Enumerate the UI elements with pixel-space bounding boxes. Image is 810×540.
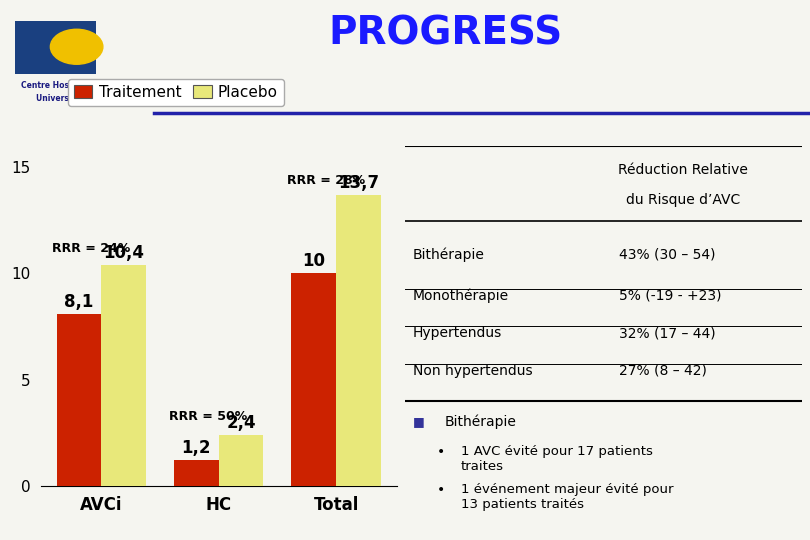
- Bar: [219, 435, 263, 486]
- Text: Centre Hospitalier Régional: Centre Hospitalier Régional: [21, 81, 141, 90]
- Text: Hypertendus: Hypertendus: [413, 326, 502, 340]
- Text: PROGRESS: PROGRESS: [328, 14, 563, 52]
- Bar: [101, 265, 146, 486]
- Text: 13,7: 13,7: [338, 173, 379, 192]
- Text: 10: 10: [302, 252, 326, 270]
- Text: 43% (30 – 54): 43% (30 – 54): [620, 248, 716, 262]
- Text: 1 AVC évité pour 17 patients
traites: 1 AVC évité pour 17 patients traites: [461, 445, 652, 473]
- Bar: [57, 314, 101, 486]
- Text: du Risque d’AVC: du Risque d’AVC: [625, 193, 740, 207]
- Text: RRR = 50%: RRR = 50%: [169, 410, 248, 423]
- Text: RRR = 28%: RRR = 28%: [287, 174, 365, 187]
- Text: Bithérapie: Bithérapie: [445, 415, 517, 429]
- Text: 8,1: 8,1: [64, 293, 94, 310]
- Text: 27% (8 – 42): 27% (8 – 42): [620, 363, 707, 377]
- Text: •: •: [437, 445, 445, 459]
- Text: Bithérapie: Bithérapie: [413, 248, 485, 262]
- FancyBboxPatch shape: [15, 21, 96, 74]
- Circle shape: [50, 29, 103, 64]
- Text: Universitaire de Lille: Universitaire de Lille: [36, 94, 126, 103]
- Bar: [174, 461, 219, 486]
- Text: Non hypertendus: Non hypertendus: [413, 363, 532, 377]
- Text: 10,4: 10,4: [103, 244, 144, 262]
- Text: 5% (-19 - +23): 5% (-19 - +23): [620, 289, 722, 303]
- Text: 1,2: 1,2: [181, 440, 211, 457]
- Text: •: •: [437, 483, 445, 497]
- Bar: [292, 273, 336, 486]
- Text: RRR = 24%: RRR = 24%: [52, 242, 130, 255]
- Text: ■: ■: [413, 415, 424, 428]
- Text: 2,4: 2,4: [226, 414, 256, 432]
- Text: 1 événement majeur évité pour
13 patients traités: 1 événement majeur évité pour 13 patient…: [461, 483, 673, 511]
- Text: Réduction Relative: Réduction Relative: [618, 163, 748, 177]
- Text: Monothérapie: Monothérapie: [413, 289, 509, 303]
- Bar: [336, 195, 381, 486]
- Legend: Traitement, Placebo: Traitement, Placebo: [68, 79, 284, 106]
- Text: 32% (17 – 44): 32% (17 – 44): [620, 326, 716, 340]
